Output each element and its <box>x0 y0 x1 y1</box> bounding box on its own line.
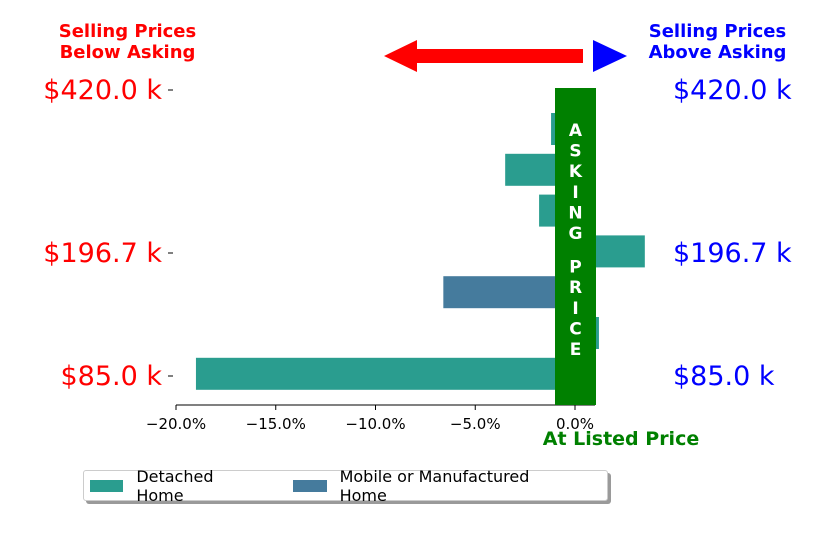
bar-5 <box>443 276 575 309</box>
above-asking-header: Selling Prices Above Asking <box>630 21 805 63</box>
legend-swatch-detached <box>90 479 124 492</box>
legend-label-detached: Detached Home <box>136 466 214 505</box>
asking-letter-11: E <box>570 340 582 360</box>
asking-letter-4: N <box>568 203 582 223</box>
x-tick-label-2: −10.0% <box>345 415 405 433</box>
right-arrow-icon <box>593 40 627 72</box>
asking-letter-3: I <box>572 183 578 203</box>
below-asking-line1: Selling Prices <box>58 21 197 42</box>
y-label-right-2: $85.0 k <box>673 361 775 392</box>
legend: Detached Home Mobile or Manufactured Hom… <box>83 467 608 505</box>
legend-item-mobile: Mobile or Manufactured Home <box>293 467 577 505</box>
below-asking-line2: Below Asking <box>59 42 196 63</box>
x-tick-label-3: −5.0% <box>450 415 501 433</box>
x-tick-label-0: −20.0% <box>146 415 206 433</box>
y-label-left-1: $196.7 k <box>43 238 162 269</box>
asking-letter-1: S <box>569 142 581 162</box>
y-label-right-0: $420.0 k <box>673 75 792 106</box>
asking-letter-2: K <box>569 162 583 182</box>
asking-letter-10: C <box>569 319 581 339</box>
asking-letter-8: R <box>569 278 582 298</box>
at-listed-price-label: At Listed Price <box>543 428 699 450</box>
x-tick-label-1: −15.0% <box>246 415 306 433</box>
below-asking-header: Selling Prices Below Asking <box>45 21 210 63</box>
y-label-left-2: $85.0 k <box>60 361 162 392</box>
asking-letter-5: G <box>569 224 583 244</box>
left-arrow-icon <box>384 40 583 72</box>
x-tick-label-4: 0.0% <box>556 415 594 433</box>
legend-label-mobile: Mobile or Manufactured Home <box>339 466 530 505</box>
above-asking-line1: Selling Prices <box>648 21 787 42</box>
legend-swatch-mobile <box>293 479 327 492</box>
bar-7 <box>195 357 575 390</box>
asking-letter-0: A <box>569 121 583 141</box>
above-asking-line2: Above Asking <box>648 42 787 63</box>
asking-letter-7: P <box>569 258 581 278</box>
asking-price-rect <box>555 88 596 405</box>
direction-arrows <box>384 40 627 72</box>
y-label-right-1: $196.7 k <box>673 238 792 269</box>
legend-item-detached: Detached Home <box>90 467 263 505</box>
y-axis-labels: $420.0 k $196.7 k $85.0 k $420.0 k $196.7 k $… <box>43 75 792 392</box>
y-label-left-0: $420.0 k <box>43 75 162 106</box>
asking-letter-9: I <box>572 299 578 319</box>
x-axis: −20.0% −15.0% −10.0% −5.0% 0.0% <box>146 404 595 433</box>
